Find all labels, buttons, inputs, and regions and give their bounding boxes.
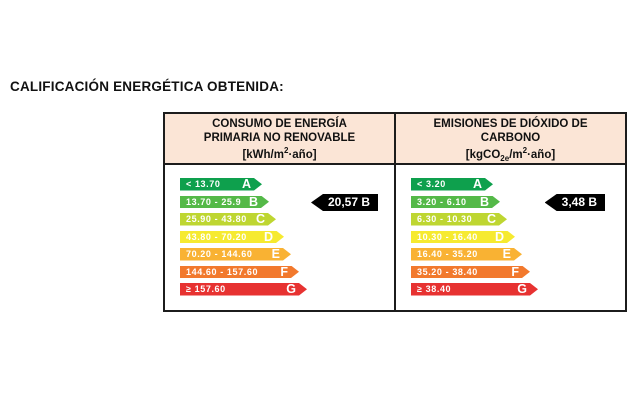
bar-letter: G	[286, 282, 296, 296]
rating-bar-f: 144.60 - 157.60 F	[180, 266, 299, 279]
bar-letter: B	[248, 194, 258, 209]
bar-range-label: 25.90 - 43.80	[186, 214, 247, 225]
rating-bar-c: 6.30 - 10.30 C	[411, 213, 507, 226]
panel-consumo-header: CONSUMO DE ENERGÍA PRIMARIA NO RENOVABLE…	[165, 114, 394, 165]
rating-indicator-consumo: 20,57 B	[310, 194, 378, 211]
bar-range-label: 70.20 - 144.60	[186, 249, 253, 260]
bar-range-label: < 13.70	[186, 179, 221, 190]
rating-bar-g: ≥ 38.40 G	[411, 283, 538, 296]
rating-row-a: < 13.70 A	[180, 178, 394, 191]
rating-row-a: < 3.20 A	[411, 178, 625, 191]
bar-range-label: 43.80 - 70.20	[186, 231, 247, 242]
bar-letter: D	[263, 229, 273, 244]
rating-row-d: 10.30 - 16.40 D	[411, 231, 625, 244]
bar-range-label: 35.20 - 38.40	[417, 266, 478, 277]
rating-table: CONSUMO DE ENERGÍA PRIMARIA NO RENOVABLE…	[163, 112, 627, 312]
bar-letter: C	[255, 212, 265, 226]
panel-consumo-title-line2: PRIMARIA NO RENOVABLE	[203, 132, 356, 145]
page-title: CALIFICACIÓN ENERGÉTICA OBTENIDA:	[10, 79, 284, 94]
rating-row-b: 3.20 - 6.10 B	[411, 196, 625, 209]
rating-bar-d: 10.30 - 16.40 D	[411, 231, 515, 244]
bar-letter: E	[271, 247, 280, 261]
rating-bar-b: 13.70 - 25.9 B	[180, 196, 269, 209]
rating-row-c: 25.90 - 43.80 C	[180, 213, 394, 226]
bar-letter: F	[280, 264, 288, 279]
rating-row-f: 35.20 - 38.40 F	[411, 266, 625, 279]
rating-bar-f: 35.20 - 38.40 F	[411, 266, 530, 279]
rating-row-f: 144.60 - 157.60 F	[180, 266, 394, 279]
bar-letter: B	[479, 194, 489, 209]
rating-bar-a: < 13.70 A	[180, 178, 262, 191]
rating-row-c: 6.30 - 10.30 C	[411, 213, 625, 226]
rating-row-g: ≥ 157.60 G	[180, 283, 394, 296]
bar-range-label: 13.70 - 25.9	[186, 196, 242, 207]
bar-range-label: ≥ 157.60	[186, 284, 226, 295]
bar-range-label: < 3.20	[417, 179, 446, 190]
rating-bar-d: 43.80 - 70.20 D	[180, 231, 284, 244]
panel-emisiones-scale: < 3.20 A 3.20 - 6.10 B 6.30 - 10.30 C	[396, 165, 625, 310]
rating-indicator-emisiones: 3,48 B	[544, 194, 605, 211]
bar-range-label: 6.30 - 10.30	[417, 214, 473, 225]
rating-bar-e: 70.20 - 144.60 E	[180, 248, 291, 261]
rating-bar-b: 3.20 - 6.10 B	[411, 196, 500, 209]
panel-emisiones-unit: [kgCO2e/m2·año]	[465, 145, 556, 163]
bar-range-label: 10.30 - 16.40	[417, 231, 478, 242]
rating-bar-e: 16.40 - 35.20 E	[411, 248, 522, 261]
rating-bar-g: ≥ 157.60 G	[180, 283, 307, 296]
bar-letter: C	[486, 212, 496, 226]
panel-consumo-title-line1: CONSUMO DE ENERGÍA	[212, 118, 347, 130]
panel-emisiones: EMISIONES DE DIÓXIDO DE CARBONO [kgCO2e/…	[394, 114, 625, 310]
panel-emisiones-title-line2: CARBONO	[480, 132, 541, 145]
rating-row-g: ≥ 38.40 G	[411, 283, 625, 296]
panel-emisiones-header: EMISIONES DE DIÓXIDO DE CARBONO [kgCO2e/…	[396, 114, 625, 165]
panel-consumo-unit: [kWh/m2·año]	[242, 145, 317, 161]
rating-row-d: 43.80 - 70.20 D	[180, 231, 394, 244]
bar-letter: G	[517, 282, 527, 296]
bar-range-label: ≥ 38.40	[417, 284, 452, 295]
rating-bar-c: 25.90 - 43.80 C	[180, 213, 276, 226]
rating-row-e: 16.40 - 35.20 E	[411, 248, 625, 261]
rating-row-b: 13.70 - 25.9 B	[180, 196, 394, 209]
rating-bar-a: < 3.20 A	[411, 178, 493, 191]
bar-range-label: 16.40 - 35.20	[417, 249, 478, 260]
bar-letter: A	[241, 177, 251, 191]
bar-letter: F	[511, 264, 519, 279]
panel-consumo: CONSUMO DE ENERGÍA PRIMARIA NO RENOVABLE…	[165, 114, 394, 310]
panel-consumo-scale: < 13.70 A 13.70 - 25.9 B 25.90 - 43.80 C	[165, 165, 394, 310]
bar-letter: D	[494, 229, 504, 244]
bar-range-label: 3.20 - 6.10	[417, 196, 467, 207]
bar-letter: E	[502, 247, 511, 261]
bar-range-label: 144.60 - 157.60	[186, 266, 259, 277]
bar-letter: A	[472, 177, 482, 191]
panel-emisiones-title-line1: EMISIONES DE DIÓXIDO DE	[433, 118, 588, 130]
rating-row-e: 70.20 - 144.60 E	[180, 248, 394, 261]
